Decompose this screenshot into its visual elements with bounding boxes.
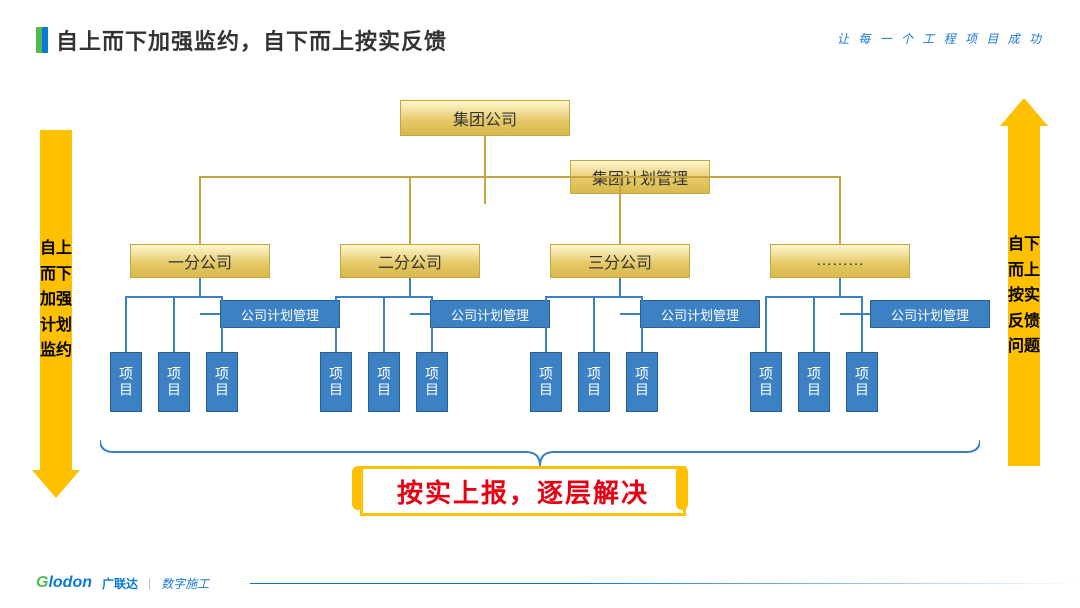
conn-proj-2-2: [641, 296, 643, 352]
conn-branch-to-pbus-0: [199, 278, 201, 296]
title-strip-icon: [36, 27, 48, 53]
conn-branch-plan-3: [840, 313, 870, 315]
node-project-3-1: 项目: [798, 352, 830, 412]
conn-bus-root: [484, 176, 486, 204]
node-branch-plan-2: 公司计划管理: [640, 300, 760, 328]
conn-branch-plan-0: [200, 313, 220, 315]
node-project-0-0: 项目: [110, 352, 142, 412]
arrow-down: 自上而下加强计划监约: [32, 130, 80, 498]
node-branch-0: 一分公司: [130, 244, 270, 278]
node-project-3-2: 项目: [846, 352, 878, 412]
conn-branch-0: [199, 176, 201, 244]
title-bar: 自上而下加强监约，自下而上按实反馈: [36, 24, 447, 56]
callout-banner: 按实上报，逐层解决: [360, 466, 686, 516]
slide: 自上而下加强监约，自下而上按实反馈 让 每 一 个 工 程 项 目 成 功 自上…: [0, 0, 1080, 608]
logo: Glodon: [36, 574, 92, 592]
node-project-2-0: 项目: [530, 352, 562, 412]
conn-branch-to-pbus-3: [839, 278, 841, 296]
arrow-up-label: 自下而上按实反馈问题: [1008, 126, 1040, 466]
footer-brand: 广联达: [102, 575, 138, 592]
conn-proj-3-2: [861, 296, 863, 352]
arrow-down-label: 自上而下加强计划监约: [40, 130, 72, 470]
conn-branch-2: [619, 176, 621, 244]
conn-branch-1: [409, 176, 411, 244]
conn-proj-1-1: [383, 296, 385, 352]
footer-sep: |: [148, 576, 151, 590]
arrow-up: 自下而上按实反馈问题: [1000, 98, 1048, 466]
conn-root-down: [484, 136, 486, 176]
conn-proj-0-2: [221, 296, 223, 352]
tagline: 让 每 一 个 工 程 项 目 成 功: [837, 30, 1044, 47]
conn-proj-0-0: [125, 296, 127, 352]
node-branch-3: ………: [770, 244, 910, 278]
node-root: 集团公司: [400, 100, 570, 136]
node-project-2-1: 项目: [578, 352, 610, 412]
node-project-0-2: 项目: [206, 352, 238, 412]
conn-bus: [200, 176, 840, 178]
conn-branch-plan-1: [410, 313, 430, 315]
node-branch-plan-0: 公司计划管理: [220, 300, 340, 328]
node-branch-plan-1: 公司计划管理: [430, 300, 550, 328]
arrow-down-head-icon: [32, 470, 80, 498]
scroll-right-icon: [676, 466, 688, 510]
conn-branch-to-pbus-2: [619, 278, 621, 296]
node-branch-1: 二分公司: [340, 244, 480, 278]
conn-proj-1-0: [335, 296, 337, 352]
node-branch-plan-3: 公司计划管理: [870, 300, 990, 328]
footer-line: [250, 583, 1080, 584]
node-project-0-1: 项目: [158, 352, 190, 412]
conn-proj-3-1: [813, 296, 815, 352]
node-project-3-0: 项目: [750, 352, 782, 412]
footer: Glodon 广联达 | 数字施工: [36, 574, 209, 592]
page-title: 自上而下加强监约，自下而上按实反馈: [56, 24, 447, 56]
brace-icon: [100, 440, 980, 466]
node-project-1-0: 项目: [320, 352, 352, 412]
conn-proj-2-0: [545, 296, 547, 352]
conn-proj-0-1: [173, 296, 175, 352]
node-project-1-1: 项目: [368, 352, 400, 412]
node-project-1-2: 项目: [416, 352, 448, 412]
conn-branch-to-pbus-1: [409, 278, 411, 296]
conn-proj-1-2: [431, 296, 433, 352]
arrow-up-head-icon: [1000, 98, 1048, 126]
node-project-2-2: 项目: [626, 352, 658, 412]
node-branch-2: 三分公司: [550, 244, 690, 278]
conn-branch-3: [839, 176, 841, 244]
footer-sub: 数字施工: [161, 575, 209, 592]
conn-proj-2-1: [593, 296, 595, 352]
conn-branch-plan-2: [620, 313, 640, 315]
conn-proj-3-0: [765, 296, 767, 352]
